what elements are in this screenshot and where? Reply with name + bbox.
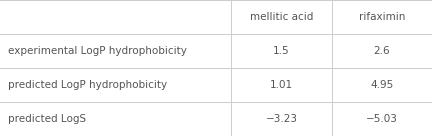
Text: −3.23: −3.23	[265, 114, 298, 124]
Text: 1.01: 1.01	[270, 80, 293, 90]
Text: experimental LogP hydrophobicity: experimental LogP hydrophobicity	[8, 46, 187, 56]
Text: −5.03: −5.03	[366, 114, 398, 124]
Text: mellitic acid: mellitic acid	[250, 12, 313, 22]
Text: 4.95: 4.95	[370, 80, 394, 90]
Text: 2.6: 2.6	[374, 46, 390, 56]
Text: predicted LogP hydrophobicity: predicted LogP hydrophobicity	[8, 80, 167, 90]
Text: 1.5: 1.5	[273, 46, 290, 56]
Text: rifaximin: rifaximin	[359, 12, 405, 22]
Text: predicted LogS: predicted LogS	[8, 114, 86, 124]
